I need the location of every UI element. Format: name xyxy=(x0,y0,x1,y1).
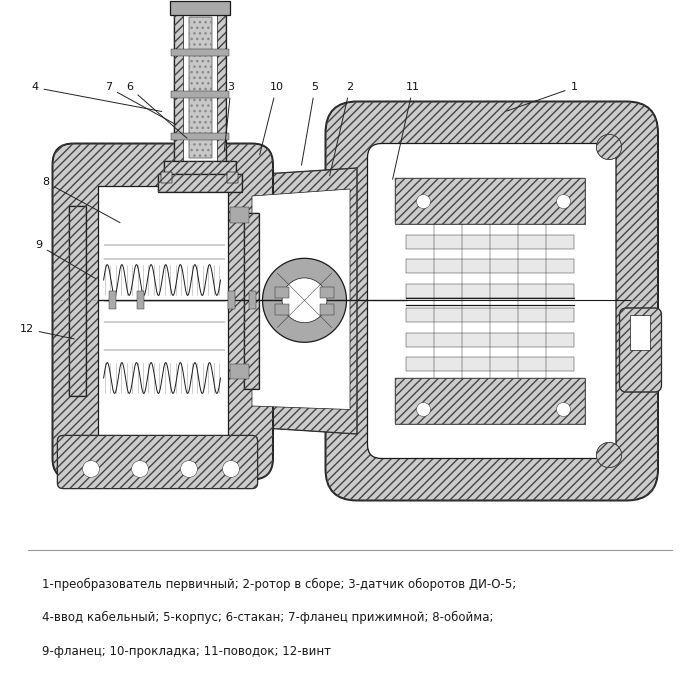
Text: 6: 6 xyxy=(126,83,187,138)
Bar xyxy=(158,174,242,192)
Text: 7: 7 xyxy=(105,83,176,125)
Circle shape xyxy=(83,461,99,477)
Text: 2: 2 xyxy=(330,83,354,176)
Bar xyxy=(161,172,172,183)
Circle shape xyxy=(556,402,570,416)
Bar xyxy=(227,172,238,183)
Polygon shape xyxy=(252,189,350,410)
Text: 4-ввод кабельный; 5-корпус; 6-стакан; 7-фланец прижимной; 8-обойма;: 4-ввод кабельный; 5-корпус; 6-стакан; 7-… xyxy=(42,611,494,624)
Circle shape xyxy=(596,134,622,160)
Bar xyxy=(406,332,574,346)
Bar xyxy=(406,284,574,298)
Bar xyxy=(395,178,584,224)
Bar xyxy=(164,161,236,176)
FancyBboxPatch shape xyxy=(52,144,273,480)
Bar xyxy=(320,287,334,298)
FancyBboxPatch shape xyxy=(368,144,616,459)
Bar xyxy=(395,178,584,224)
Bar xyxy=(171,91,229,98)
Circle shape xyxy=(181,461,197,477)
Bar xyxy=(158,174,242,192)
Text: 11: 11 xyxy=(393,83,420,179)
Bar xyxy=(230,364,249,379)
Bar xyxy=(171,49,229,56)
Circle shape xyxy=(416,195,430,209)
FancyBboxPatch shape xyxy=(98,186,228,438)
Bar xyxy=(244,214,259,388)
FancyBboxPatch shape xyxy=(326,102,658,500)
Bar xyxy=(230,207,249,223)
Bar xyxy=(227,172,238,183)
Text: 12: 12 xyxy=(20,324,74,339)
Bar xyxy=(320,304,334,315)
FancyBboxPatch shape xyxy=(57,435,258,489)
Text: 3: 3 xyxy=(224,83,234,151)
Text: 10: 10 xyxy=(260,83,284,155)
Bar xyxy=(183,10,217,161)
Text: 9-фланец; 10-прокладка; 11-поводок; 12-винт: 9-фланец; 10-прокладка; 11-поводок; 12-в… xyxy=(42,645,331,658)
Circle shape xyxy=(282,278,327,323)
Circle shape xyxy=(132,461,148,477)
Circle shape xyxy=(596,442,622,468)
Text: 9: 9 xyxy=(35,240,96,279)
Text: 8: 8 xyxy=(42,177,120,223)
Bar xyxy=(174,7,226,168)
Bar xyxy=(136,291,144,309)
Bar xyxy=(164,161,236,176)
Bar xyxy=(69,206,86,396)
Bar xyxy=(170,1,230,15)
FancyBboxPatch shape xyxy=(630,315,650,350)
Bar xyxy=(189,18,212,158)
Bar xyxy=(395,378,584,423)
Bar xyxy=(189,18,212,158)
Bar xyxy=(248,291,256,309)
Bar xyxy=(69,206,86,396)
Bar xyxy=(161,172,172,183)
Circle shape xyxy=(416,402,430,416)
FancyBboxPatch shape xyxy=(620,308,662,392)
Circle shape xyxy=(262,258,346,342)
Bar xyxy=(406,357,574,371)
Bar xyxy=(275,304,289,315)
Text: 1-преобразователь первичный; 2-ротор в сборе; 3-датчик оборотов ДИ-О-5;: 1-преобразователь первичный; 2-ротор в с… xyxy=(42,578,517,591)
Polygon shape xyxy=(248,168,357,434)
Bar xyxy=(108,291,116,309)
Bar xyxy=(406,234,574,248)
Circle shape xyxy=(556,195,570,209)
Text: 4: 4 xyxy=(32,83,162,111)
Bar xyxy=(275,287,289,298)
Bar xyxy=(228,291,234,309)
Bar xyxy=(171,133,229,140)
Bar xyxy=(406,259,574,273)
Bar xyxy=(395,378,584,423)
Text: 5: 5 xyxy=(302,83,318,165)
Circle shape xyxy=(223,461,239,477)
Bar xyxy=(406,308,574,322)
Bar xyxy=(174,7,226,168)
Bar xyxy=(244,214,259,388)
Text: 1: 1 xyxy=(507,83,578,111)
